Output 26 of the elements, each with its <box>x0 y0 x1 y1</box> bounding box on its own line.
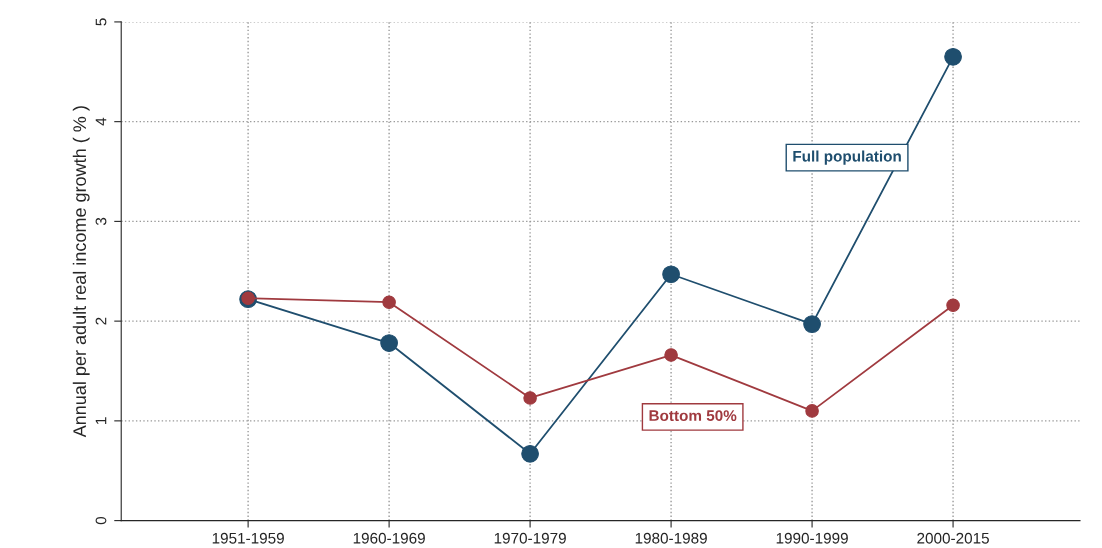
y-tick-label: 1 <box>95 417 107 424</box>
x-tick-label: 1951-1959 <box>212 532 284 544</box>
point <box>946 298 960 312</box>
y-axis-title: Annual per adult real income growth ( % ) <box>72 106 90 438</box>
point <box>803 315 821 333</box>
x-tick-label: 2000-2015 <box>917 532 989 544</box>
x-tick-label: 1970-1979 <box>494 532 566 544</box>
y-tick-label: 0 <box>95 516 107 525</box>
y-tick-label: 2 <box>95 317 107 325</box>
point <box>523 391 537 405</box>
series-label: Bottom 50% <box>649 410 737 422</box>
y-tick-label: 4 <box>95 117 107 126</box>
series-label: Full population <box>793 150 901 165</box>
x-tick-label: 1980-1989 <box>635 532 707 544</box>
x-tick-label: 1990-1999 <box>776 532 848 544</box>
point <box>382 295 396 309</box>
y-tick-label: 3 <box>95 217 107 226</box>
point <box>521 444 539 463</box>
point <box>944 47 962 66</box>
point <box>805 404 819 418</box>
point <box>662 265 680 284</box>
point <box>380 334 398 352</box>
y-tick-label: 5 <box>95 18 107 26</box>
point <box>241 291 255 305</box>
point <box>664 348 678 362</box>
x-tick-label: 1960-1969 <box>353 532 425 544</box>
